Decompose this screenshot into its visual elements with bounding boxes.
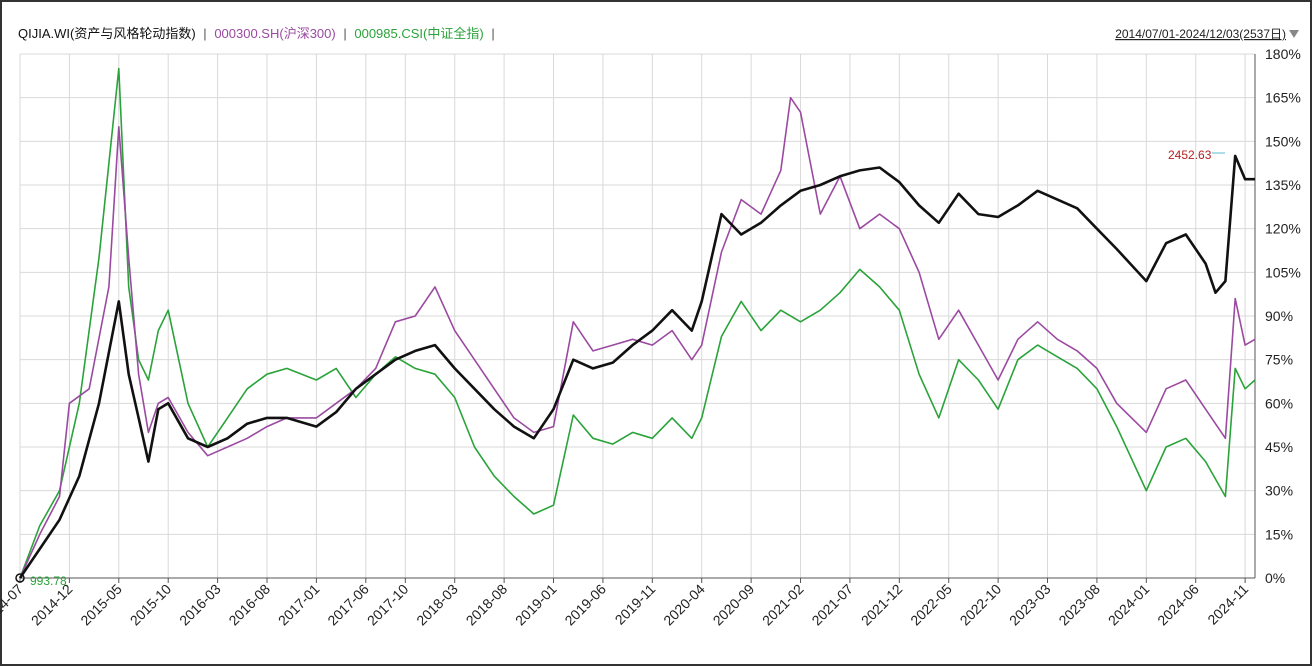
x-tick-label: 2021-02 — [759, 581, 807, 629]
series-layer — [15, 67, 1256, 583]
y-tick-label: 15% — [1265, 526, 1293, 542]
legend-sep-3: | — [491, 26, 494, 41]
x-tick-label: 2015-05 — [77, 581, 125, 629]
x-tick-label: 2017-10 — [364, 581, 412, 629]
dropdown-arrow-icon[interactable] — [1289, 30, 1299, 38]
x-tick-label: 2016-03 — [176, 581, 224, 629]
x-tick-label: 2023-08 — [1055, 581, 1103, 629]
y-tick-label: 30% — [1265, 483, 1293, 499]
legend-qijia[interactable]: QIJIA.WI(资产与风格轮动指数) — [18, 26, 196, 41]
range-selector[interactable]: 2014/07/01-2024/12/03(2537日) — [1115, 27, 1299, 41]
start-value-label: 993.78 — [30, 574, 67, 588]
x-tick-label: 2023-03 — [1006, 581, 1054, 629]
legend-sep-1: | — [203, 26, 206, 41]
y-tick-label: 120% — [1265, 221, 1301, 237]
x-tick-label: 2021-07 — [808, 581, 856, 629]
y-tick-label: 75% — [1265, 352, 1293, 368]
x-tick-label: 2019-01 — [512, 581, 560, 629]
start-point-marker — [15, 573, 25, 583]
y-tick-label: 150% — [1265, 133, 1301, 149]
y-tick-label: 105% — [1265, 264, 1301, 280]
x-tick-label: 2021-12 — [858, 581, 906, 629]
legend-text: QIJIA.WI(资产与风格轮动指数) | 000300.SH(沪深300) |… — [18, 26, 495, 41]
x-tick-label: 2022-05 — [907, 581, 955, 629]
series-line-hs300[interactable] — [19, 96, 1256, 579]
y-tick-label: 135% — [1265, 177, 1301, 193]
y-tick-label: 60% — [1265, 395, 1293, 411]
range-label[interactable]: 2014/07/01-2024/12/03(2537日) — [1115, 27, 1286, 41]
legend-csi[interactable]: 000985.CSI(中证全指) — [354, 26, 483, 41]
x-tick-label: 2015-10 — [127, 581, 175, 629]
x-tick-label: 2016-08 — [225, 581, 273, 629]
x-tick-label: 2019-06 — [561, 581, 609, 629]
axis-layer: 0% 15% 30% 45% 60% 75% 90% 105% 120% 135% 150% 165%… — [0, 46, 1301, 628]
grid-layer — [19, 53, 1255, 579]
x-tick-label: 2018-08 — [463, 581, 511, 629]
legend-hs300[interactable]: 000300.SH(沪深300) — [214, 26, 335, 41]
x-tick-label: 2017-01 — [275, 581, 323, 629]
y-tick-label: 90% — [1265, 308, 1293, 324]
x-tick-label: 2024-01 — [1105, 581, 1153, 629]
x-tick-label: 2024-06 — [1154, 581, 1202, 629]
y-tick-label: 45% — [1265, 439, 1293, 455]
x-tick-label: 2020-09 — [710, 581, 758, 629]
x-tick-label: 2019-11 — [612, 581, 659, 628]
series-line-csi[interactable] — [19, 67, 1256, 579]
series-line-qijia[interactable] — [18, 154, 1255, 579]
y-tick-label: 165% — [1265, 90, 1301, 106]
x-tick-label: 2018-03 — [413, 581, 461, 629]
x-tick-label: 2020-04 — [660, 581, 708, 629]
last-value-label: 2452.63 — [1168, 148, 1212, 162]
y-tick-label: 180% — [1265, 46, 1301, 62]
y-tick-label: 0% — [1265, 570, 1285, 586]
x-tick-label: 2024-11 — [1204, 581, 1251, 628]
x-tick-label: 2014-07 — [0, 581, 26, 629]
x-tick-label: 2017-06 — [324, 581, 372, 629]
x-tick-label: 2022-10 — [957, 581, 1005, 629]
legend-sep-2: | — [343, 26, 346, 41]
